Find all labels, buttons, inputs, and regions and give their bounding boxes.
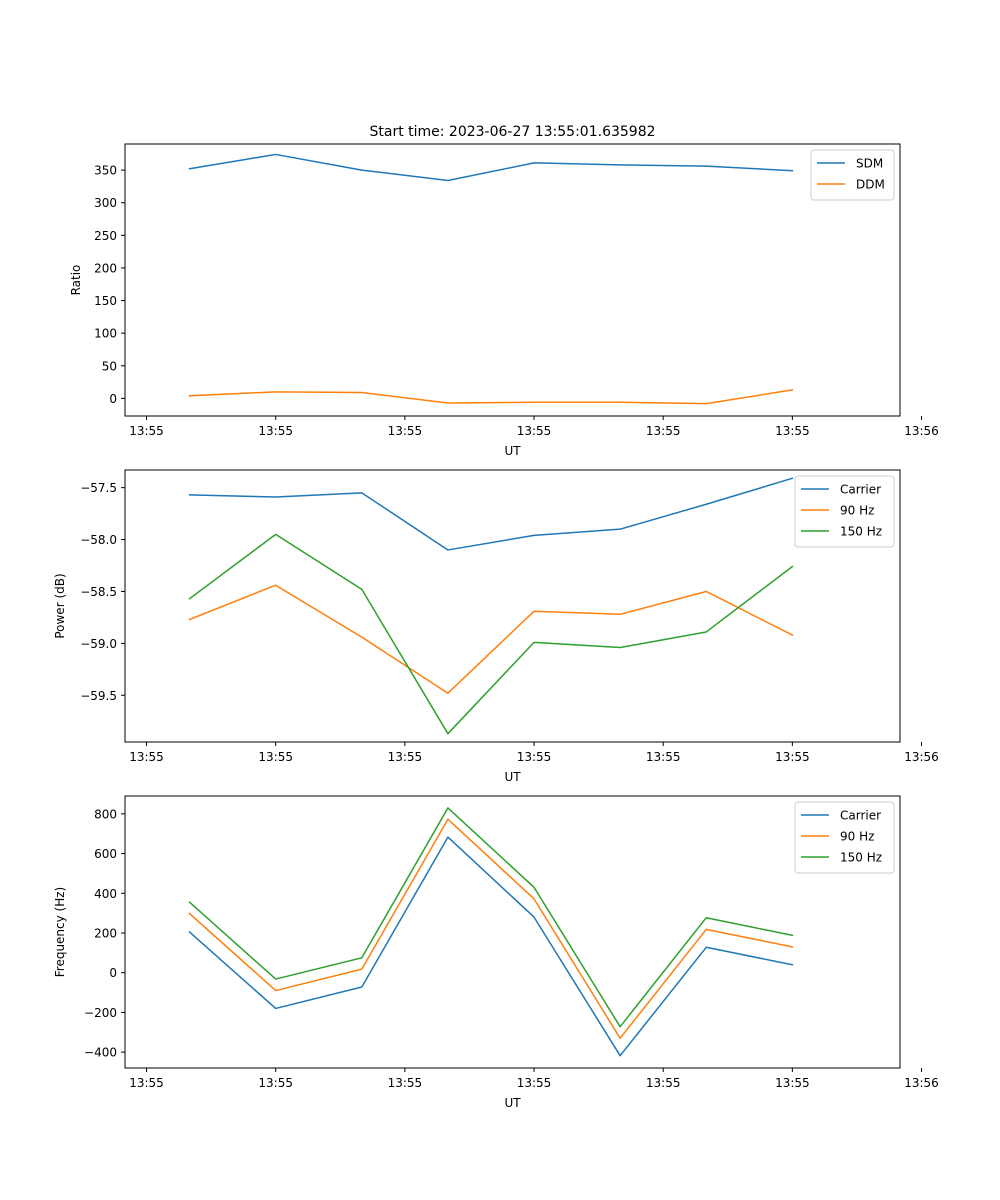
- power-legend-label: 150 Hz: [840, 525, 882, 539]
- frequency-y-axis-label: Frequency (Hz): [53, 887, 67, 978]
- ratio-series-ddm-line: [188, 389, 794, 405]
- ratio-x-tick-label: 13:55: [517, 424, 552, 438]
- ratio-x-tick-label: 13:55: [775, 424, 810, 438]
- ratio-legend-label: SDM: [856, 157, 883, 171]
- ratio-y-tick-label: 100: [94, 327, 117, 341]
- power-y-tick-label: −59.0: [80, 637, 117, 651]
- power-legend-label: Carrier: [840, 483, 881, 497]
- power-series-150-hz-line: [188, 533, 794, 735]
- power-x-tick-label: 13:55: [388, 750, 423, 764]
- power-chart: 13:55 13:55 13:55 13:55 13:55 13:55 13:56 −57.5…: [53, 469, 939, 784]
- power-y-tick-label: −57.5: [80, 481, 117, 495]
- ratio-y-tick-label: 200: [94, 261, 117, 275]
- power-x-tick-label: 13:55: [646, 750, 681, 764]
- ratio-x-axis-label: UT: [504, 444, 521, 458]
- ratio-y-tick-label: 300: [94, 196, 117, 210]
- ratio-y-tick-label: 0: [109, 392, 117, 406]
- power-y-tick-label: −59.5: [80, 689, 117, 703]
- power-x-tick-label: 13:55: [517, 750, 552, 764]
- frequency-axes-frame: [124, 795, 901, 1069]
- power-y-tick-label: −58.5: [80, 585, 117, 599]
- frequency-y-tick-label: 800: [94, 807, 117, 821]
- power-x-tick-label: 13:55: [129, 750, 164, 764]
- frequency-legend-label: 90 Hz: [840, 830, 874, 844]
- power-series-carrier-line: [188, 477, 794, 551]
- power-series-90-hz-line: [188, 584, 794, 694]
- frequency-x-tick-label: 13:55: [775, 1076, 810, 1090]
- ratio-series-sdm-line: [188, 153, 794, 182]
- ratio-plot-area: [125, 144, 900, 416]
- frequency-y-tick-label: 200: [94, 926, 117, 940]
- frequency-x-tick-label: 13:55: [388, 1076, 423, 1090]
- frequency-series-carrier-line: [188, 836, 794, 1057]
- frequency-y-tick-label: −400: [84, 1046, 117, 1060]
- power-x-tick-label: 13:55: [258, 750, 293, 764]
- ratio-chart: 13:55 13:55 13:55 13:55 13:55 13:55 13:56 0 50 10…: [69, 143, 939, 458]
- power-y-axis-label: Power (dB): [53, 573, 67, 638]
- power-legend: Carrier 90 Hz 150 Hz: [794, 475, 895, 548]
- power-x-tick-label: 13:56: [904, 750, 939, 764]
- power-axes-frame: [124, 469, 901, 743]
- frequency-y-tick-label: 400: [94, 887, 117, 901]
- ratio-x-tick-label: 13:56: [904, 424, 939, 438]
- ratio-legend: SDM DDM: [810, 149, 895, 201]
- ratio-x-tick-label: 13:55: [129, 424, 164, 438]
- frequency-legend-label: Carrier: [840, 809, 881, 823]
- frequency-x-axis-label: UT: [504, 1096, 521, 1110]
- power-x-axis-label: UT: [504, 770, 521, 784]
- power-legend-box: [794, 475, 895, 548]
- ratio-y-tick-label: 150: [94, 294, 117, 308]
- frequency-series-150-hz-line: [188, 807, 794, 1028]
- frequency-y-tick-label: 600: [94, 847, 117, 861]
- frequency-y-tick-label: −200: [84, 1006, 117, 1020]
- ratio-y-tick-label: 350: [94, 164, 117, 178]
- ratio-x-tick-label: 13:55: [646, 424, 681, 438]
- ratio-y-tick-label: 50: [102, 359, 117, 373]
- power-legend-label: 90 Hz: [840, 504, 874, 518]
- power-plot-area: [125, 470, 900, 742]
- ratio-x-tick-label: 13:55: [388, 424, 423, 438]
- frequency-x-tick-label: 13:55: [129, 1076, 164, 1090]
- frequency-series-90-hz-line: [188, 818, 794, 1039]
- power-y-tick-label: −58.0: [80, 533, 117, 547]
- frequency-x-tick-label: 13:55: [517, 1076, 552, 1090]
- power-x-tick-label: 13:55: [775, 750, 810, 764]
- frequency-chart: 13:55 13:55 13:55 13:55 13:55 13:55 13:56 −400 −…: [53, 795, 939, 1110]
- frequency-legend-box: [794, 801, 895, 874]
- frequency-y-tick-label: 0: [109, 966, 117, 980]
- ratio-y-tick-label: 250: [94, 229, 117, 243]
- frequency-x-tick-label: 13:55: [646, 1076, 681, 1090]
- frequency-x-tick-label: 13:56: [904, 1076, 939, 1090]
- frequency-legend: Carrier 90 Hz 150 Hz: [794, 801, 895, 874]
- ratio-axes-frame: [124, 143, 901, 417]
- ratio-legend-label: DDM: [856, 178, 885, 192]
- ratio-y-axis-label: Ratio: [69, 265, 83, 296]
- frequency-x-tick-label: 13:55: [258, 1076, 293, 1090]
- frequency-plot-area: [125, 796, 900, 1068]
- ratio-x-tick-label: 13:55: [258, 424, 293, 438]
- figure-title: Start time: 2023-06-27 13:55:01.635982: [369, 124, 655, 140]
- frequency-legend-label: 150 Hz: [840, 851, 882, 865]
